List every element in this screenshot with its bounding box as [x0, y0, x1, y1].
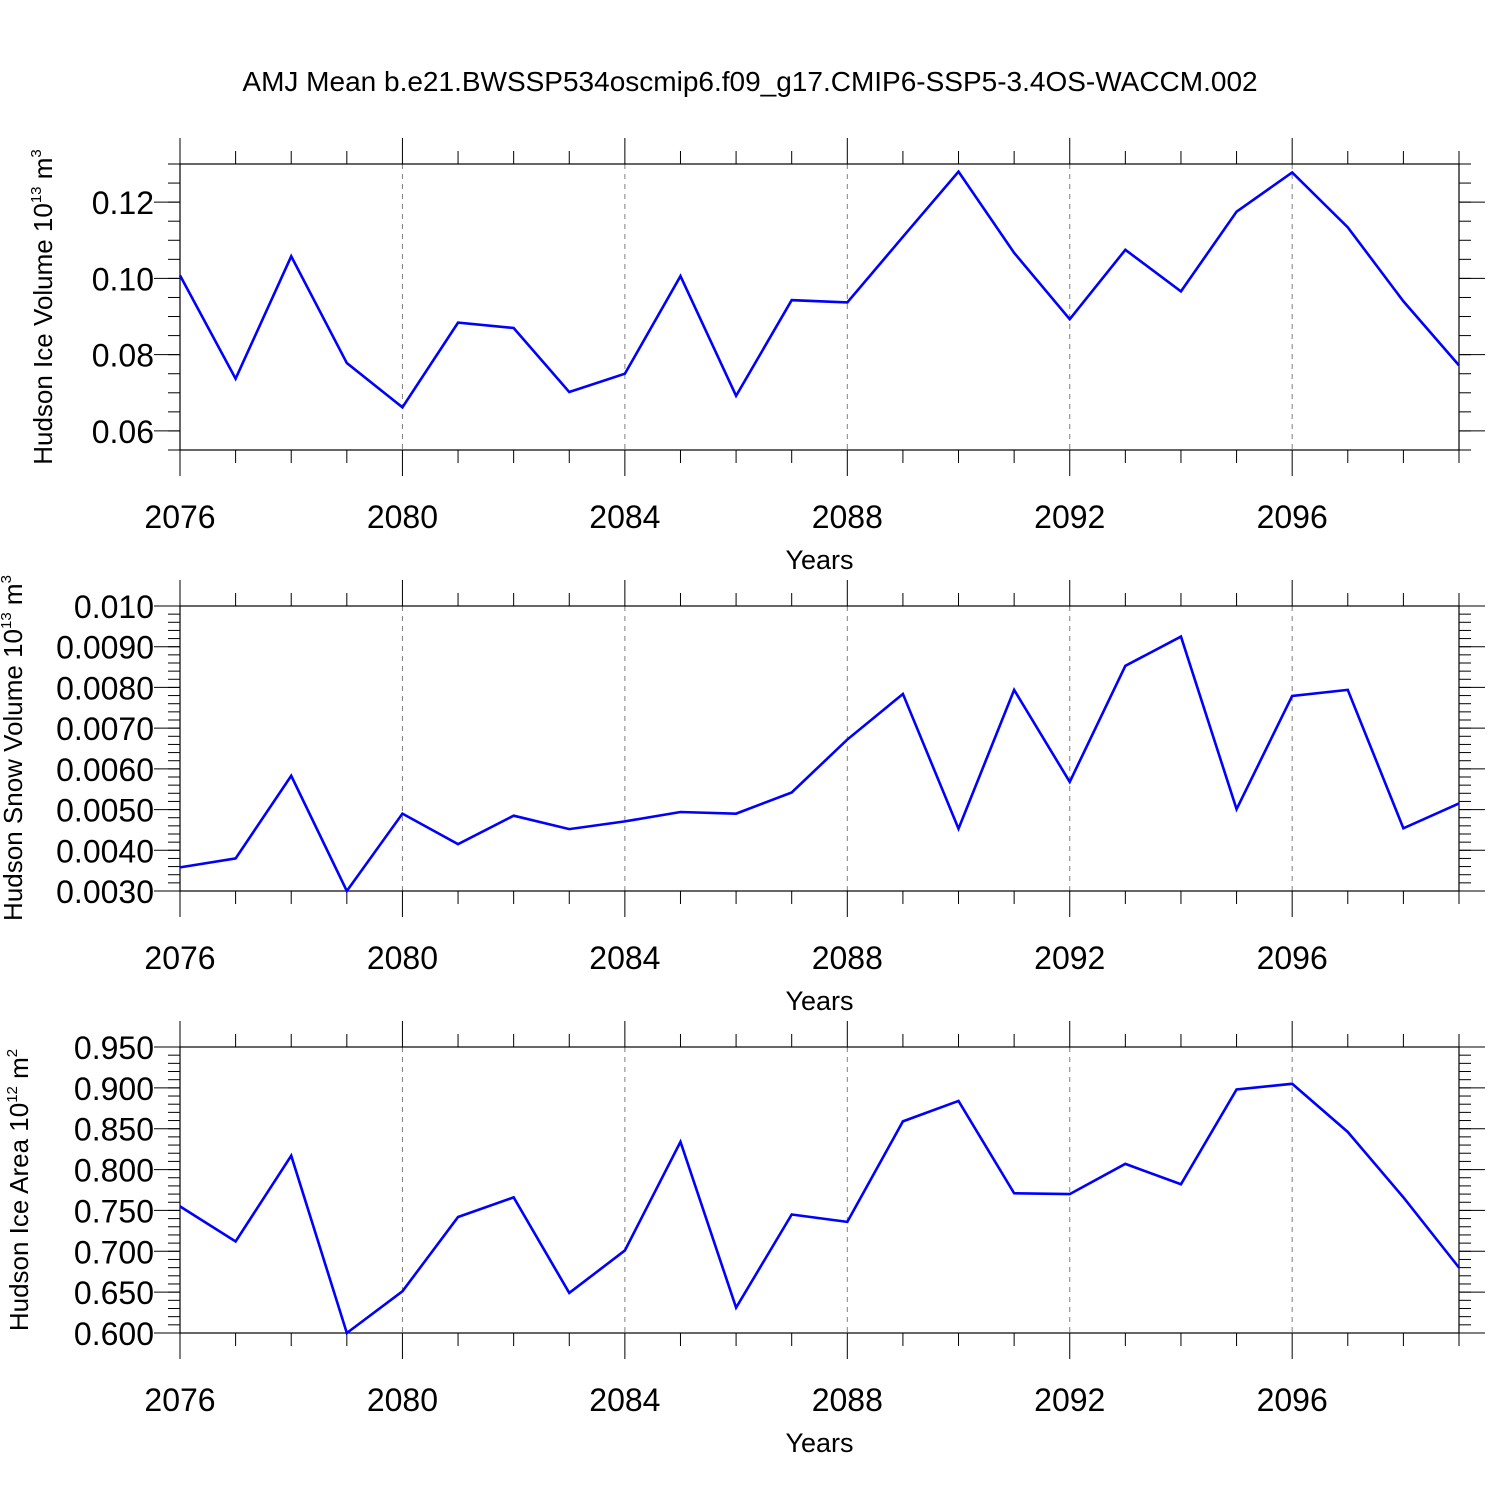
- y-label-unit-exponent: 3: [28, 149, 45, 157]
- plot-frame: [179, 163, 1460, 451]
- y-tick-label: 0.650: [74, 1275, 154, 1311]
- x-tick-label: 2084: [589, 499, 660, 535]
- x-tick-label: 2096: [1257, 499, 1328, 535]
- y-tick-label: 0.900: [74, 1071, 154, 1107]
- y-tick-label: 0.010: [74, 589, 154, 625]
- y-label-main: Hudson Snow Volume 10: [0, 629, 28, 921]
- x-axis-label: Years: [785, 1428, 853, 1458]
- series-line: [178, 169, 1460, 410]
- y-tick-label: 0.10: [92, 261, 154, 297]
- y-tick-label: 0.800: [74, 1153, 154, 1189]
- x-tick-label: 2080: [367, 1382, 438, 1418]
- y-label-exponent: 13: [28, 186, 45, 203]
- y-tick-label: 0.750: [74, 1193, 154, 1229]
- panel-ice-area: 2076 2080 2084 2088 2092 2096 0.600 0.650 0.700 0…: [4, 1021, 1485, 1458]
- y-label-exponent: 13: [0, 612, 15, 629]
- y-label-exponent: 12: [4, 1086, 21, 1103]
- x-tick-label: 2084: [589, 1382, 660, 1418]
- y-tick-label: 0.0040: [56, 833, 154, 869]
- x-tick-label: 2092: [1034, 499, 1105, 535]
- y-tick-label: 0.0090: [56, 630, 154, 666]
- y-axis-label: Hudson Ice Volume 1013 m3: [28, 149, 58, 465]
- y-tick-label: 0.600: [74, 1316, 154, 1352]
- y-tick-label: 0.0080: [56, 670, 154, 706]
- plot-frame: [179, 605, 1460, 892]
- y-axis-label: Hudson Snow Volume 1013 m3: [0, 575, 28, 921]
- y-tick-label: 0.12: [92, 185, 154, 221]
- x-tick-label: 2092: [1034, 1382, 1105, 1418]
- series-line: [179, 634, 1460, 894]
- x-tick-label: 2076: [144, 499, 215, 535]
- x-tick-label: 2096: [1257, 1382, 1328, 1418]
- y-label-main: Hudson Ice Volume 10: [28, 203, 58, 465]
- plot-frame: [179, 1046, 1460, 1334]
- x-axis-label: Years: [785, 545, 853, 575]
- figure-title: AMJ Mean b.e21.BWSSP534oscmip6.f09_g17.C…: [242, 66, 1257, 97]
- y-tick-label: 0.08: [92, 338, 154, 374]
- x-tick-label: 2088: [812, 940, 883, 976]
- x-tick-label: 2088: [812, 1382, 883, 1418]
- x-tick-label: 2080: [367, 499, 438, 535]
- x-tick-label: 2096: [1257, 940, 1328, 976]
- y-tick-label: 0.950: [74, 1030, 154, 1066]
- y-tick-label: 0.700: [74, 1234, 154, 1270]
- panel-snow-volume: 2076 2080 2084 2088 2092 2096 0.0030 0.0040 0.00…: [0, 575, 1485, 1016]
- y-label-unit: m: [28, 158, 58, 180]
- y-label-space: [4, 1079, 34, 1086]
- y-tick-label: 0.0060: [56, 752, 154, 788]
- y-tick-label: 0.0070: [56, 711, 154, 747]
- x-tick-label: 2088: [812, 499, 883, 535]
- y-tick-label: 0.850: [74, 1112, 154, 1148]
- x-tick-label: 2080: [367, 940, 438, 976]
- y-tick-label: 0.06: [92, 414, 154, 450]
- x-tick-label: 2084: [589, 940, 660, 976]
- series-line: [179, 1082, 1461, 1336]
- y-tick-label: 0.0030: [56, 874, 154, 910]
- y-label-unit: m: [0, 583, 28, 605]
- y-label-main: Hudson Ice Area 10: [4, 1103, 34, 1331]
- y-label-unit: m: [4, 1057, 34, 1079]
- x-axis-label: Years: [785, 986, 853, 1016]
- y-label-space: [28, 179, 58, 186]
- y-tick-label: 0.0050: [56, 793, 154, 829]
- x-tick-label: 2076: [144, 1382, 215, 1418]
- x-tick-label: 2076: [144, 940, 215, 976]
- y-label-unit-exponent: 2: [4, 1049, 21, 1057]
- y-label-unit-exponent: 3: [0, 575, 15, 583]
- y-label-space: [0, 605, 28, 612]
- panel-ice-volume: 2076 2080 2084 2088 2092 2096 0.06 0.08 0.10 0.12…: [28, 138, 1485, 575]
- y-axis-label: Hudson Ice Area 1012 m2: [4, 1049, 34, 1331]
- x-tick-label: 2092: [1034, 940, 1105, 976]
